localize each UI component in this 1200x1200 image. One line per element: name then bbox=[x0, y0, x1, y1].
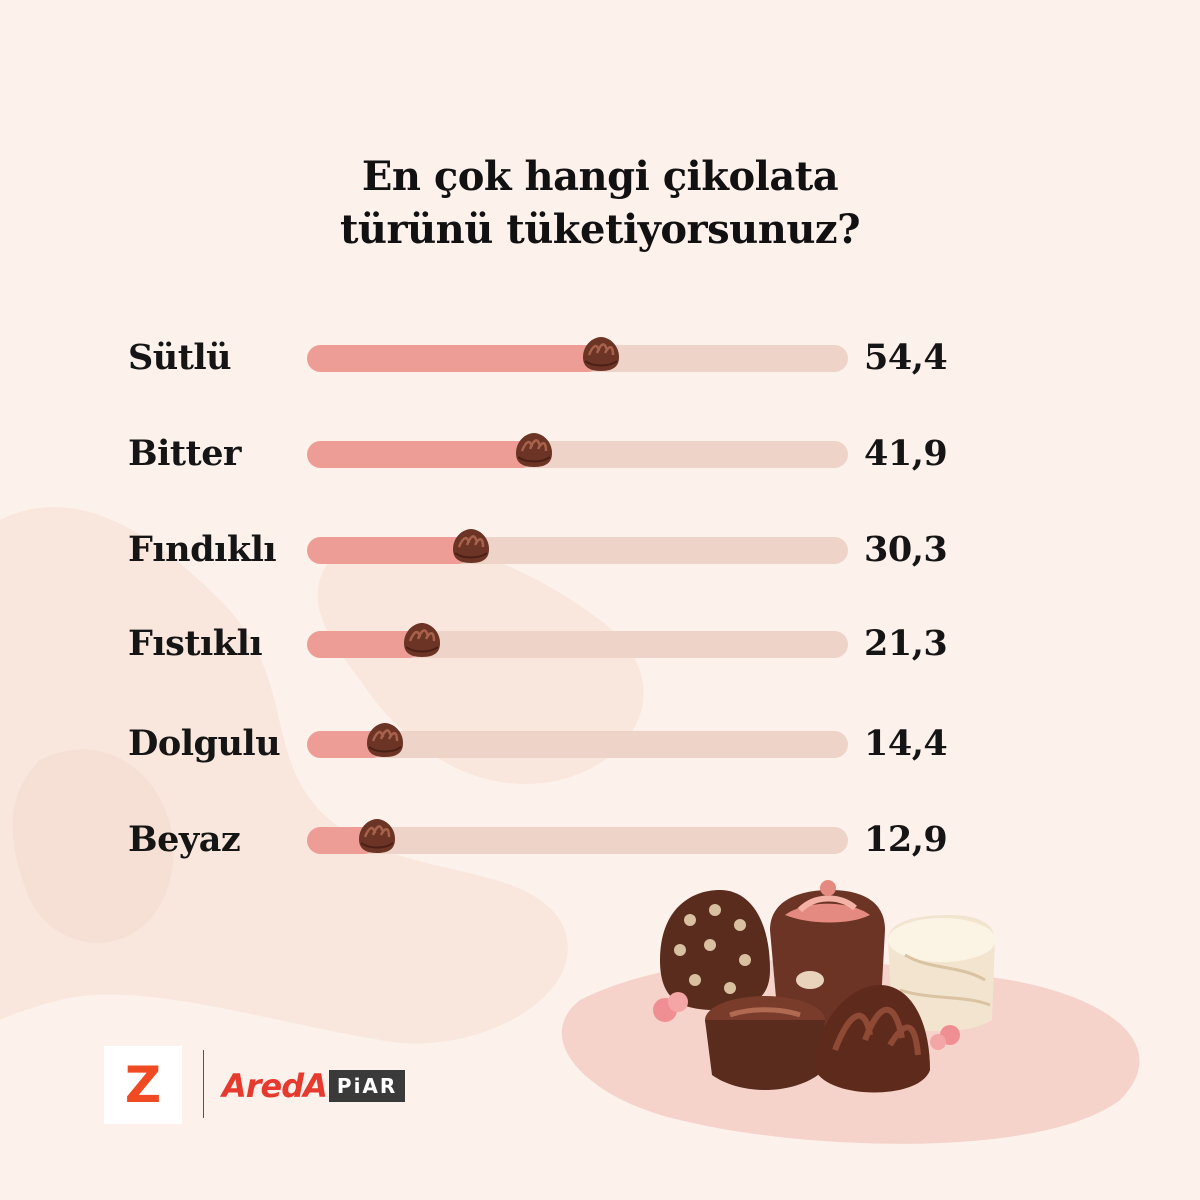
bar-track bbox=[307, 723, 848, 758]
bar-row-sutlu: Sütlü 54,4 bbox=[0, 328, 1200, 388]
title-line-2: türünü tüketiyorsunuz? bbox=[339, 206, 861, 253]
piar-wordmark: PiAR bbox=[328, 1070, 406, 1102]
z-logo-letter: Z bbox=[124, 1056, 162, 1114]
chart-title: En çok hangi çikolata türünü tüketiyorsu… bbox=[0, 150, 1200, 256]
value-label: 14,4 bbox=[864, 723, 948, 764]
chocolate-marker-icon bbox=[358, 819, 395, 853]
value-label: 30,3 bbox=[864, 529, 948, 570]
category-label: Bitter bbox=[128, 433, 241, 474]
areda-piar-logo: AredA PiAR bbox=[222, 1066, 406, 1106]
bar-row-dolgulu: Dolgulu 14,4 bbox=[0, 714, 1200, 774]
value-label: 12,9 bbox=[864, 819, 948, 860]
value-label: 21,3 bbox=[864, 623, 948, 664]
bar-fill bbox=[307, 345, 602, 372]
areda-wordmark: AredA bbox=[222, 1067, 328, 1105]
category-label: Fındıklı bbox=[128, 529, 277, 570]
value-label: 41,9 bbox=[864, 433, 948, 474]
bar-track bbox=[307, 819, 848, 854]
bar-track bbox=[307, 529, 848, 564]
bar-row-bitter: Bitter 41,9 bbox=[0, 424, 1200, 484]
category-label: Beyaz bbox=[128, 819, 241, 860]
chocolate-marker-icon bbox=[583, 337, 620, 371]
bar-row-findikli: Fındıklı 30,3 bbox=[0, 520, 1200, 580]
bar-track bbox=[307, 337, 848, 372]
z-logo: Z bbox=[104, 1046, 182, 1124]
chocolate-marker-icon bbox=[366, 723, 403, 757]
chocolates-illustration bbox=[653, 880, 996, 1093]
chocolate-marker-icon bbox=[404, 623, 441, 657]
bar-fill bbox=[307, 537, 471, 564]
chocolate-marker-icon bbox=[452, 529, 489, 563]
title-line-1: En çok hangi çikolata bbox=[361, 153, 839, 200]
bar-fill bbox=[307, 441, 534, 468]
bar-fill bbox=[307, 631, 423, 658]
bar-track bbox=[307, 433, 848, 468]
category-label: Sütlü bbox=[128, 337, 232, 378]
category-label: Dolgulu bbox=[128, 723, 281, 764]
category-label: Fıstıklı bbox=[128, 623, 263, 664]
bar-row-beyaz: Beyaz 12,9 bbox=[0, 810, 1200, 870]
bar-track bbox=[307, 623, 848, 658]
logo-divider bbox=[203, 1050, 204, 1118]
value-label: 54,4 bbox=[864, 337, 948, 378]
bar-row-fistikli: Fıstıklı 21,3 bbox=[0, 614, 1200, 674]
chocolate-marker-icon bbox=[515, 433, 552, 467]
